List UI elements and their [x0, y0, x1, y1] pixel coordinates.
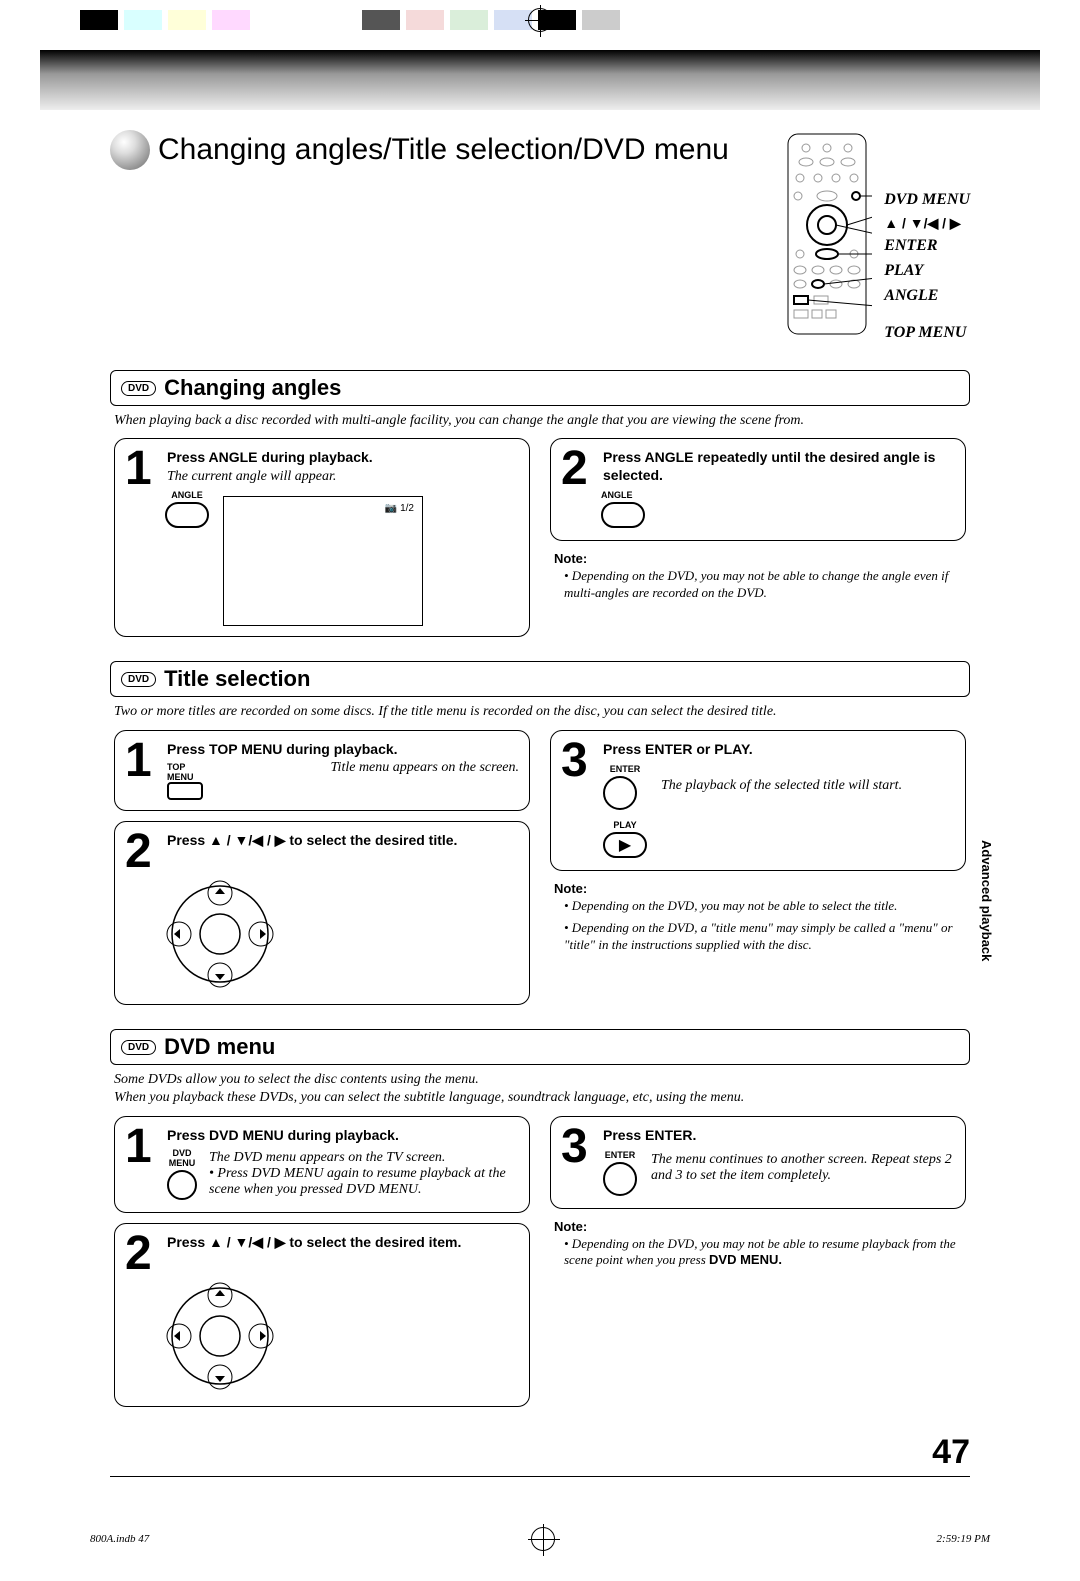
note-body: • Depending on the DVD, a "title menu" m… [564, 920, 962, 953]
section-changing-angles-head: DVD Changing angles [110, 370, 970, 406]
enter-button-label: ENTER [603, 764, 647, 774]
topmenu-button-icon [167, 782, 203, 800]
footer-left: 800A.indb 47 [90, 1533, 149, 1545]
note-body: • Depending on the DVD, you may not be a… [564, 568, 962, 601]
angle-button-icon [601, 502, 645, 528]
footer-marks: 800A.indb 47 2:59:19 PM [0, 1507, 1080, 1581]
sphere-icon [110, 130, 150, 170]
step-sub-line: • Press [209, 1166, 252, 1181]
step-3-box: 3 Press ENTER. ENTER The menu continues … [550, 1116, 966, 1210]
footer-right: 2:59:19 PM [937, 1533, 990, 1545]
remote-label-dvdmenu: DVD MENU [884, 188, 970, 213]
step-title: Press TOP MENU during playback. [167, 741, 519, 759]
inline-bold: DVD MENU. [346, 1182, 421, 1197]
print-registration-top [0, 0, 1080, 50]
step-title: Press ▲ / ▼/◀ / ▶ to select the desired … [167, 1234, 519, 1252]
play-button-label: PLAY [603, 820, 647, 830]
step-title: Press ANGLE repeatedly until the desired… [603, 449, 955, 484]
section-title-selection-head: DVD Title selection [110, 661, 970, 697]
note-body: • Depending on the DVD, you may not be a… [564, 1236, 962, 1269]
step-number: 2 [561, 447, 595, 490]
angle-button-label: ANGLE [165, 490, 209, 500]
section-dvd-menu-head: DVD DVD menu [110, 1029, 970, 1065]
header-gradient [40, 50, 1040, 110]
step-title: Press ANGLE during playback. [167, 449, 519, 467]
remote-label-angle: ANGLE [884, 284, 970, 309]
step-number: 1 [125, 1125, 159, 1168]
step-title: Press ▲ / ▼/◀ / ▶ to select the desired … [167, 832, 519, 850]
section-intro: Two or more titles are recorded on some … [114, 703, 966, 721]
step-number: 2 [125, 1232, 159, 1275]
dvdmenu-button-icon [167, 1170, 197, 1200]
angle-button-icon [165, 502, 209, 528]
dvd-badge: DVD [121, 672, 156, 687]
intro-line: When you playback these DVDs, you can se… [114, 1090, 744, 1105]
crop-mark-icon [531, 1527, 555, 1551]
enter-button-label: ENTER [603, 1150, 637, 1160]
section-intro: When playing back a disc recorded with m… [114, 412, 966, 430]
dvd-badge: DVD [121, 1040, 156, 1055]
section-title: Changing angles [164, 375, 341, 401]
step-2-box: 2 Press ANGLE repeatedly until the desir… [550, 438, 966, 541]
topmenu-button-label: TOP MENU [167, 762, 211, 782]
page-title: Changing angles/Title selection/DVD menu [158, 133, 729, 167]
remote-label-play: PLAY [884, 259, 970, 284]
step-sub: The playback of the selected title will … [661, 766, 902, 860]
step-number: 3 [561, 1125, 595, 1168]
step-2-box: 2 Press ▲ / ▼/◀ / ▶ to select the desire… [114, 821, 530, 1005]
section-title: Title selection [164, 666, 310, 692]
step-sub-line: The DVD menu appears on the TV screen. [209, 1150, 445, 1165]
angle-indicator: 📷 1/2 [385, 503, 414, 514]
remote-diagram: DVD MENU ▲ / ▼/◀ / ▶ ENTER PLAY ANGLE TO… [784, 130, 970, 346]
nav-pad-icon [165, 1281, 275, 1391]
step-3-box: 3 Press ENTER or PLAY. ENTER PLAY ▶ Th [550, 730, 966, 872]
page-number: 47 [110, 1433, 970, 1477]
step-number: 3 [561, 739, 595, 782]
note-heading: Note: [554, 1219, 962, 1234]
step-title: Press ENTER or PLAY. [603, 741, 955, 759]
intro-line: Some DVDs allow you to select the disc c… [114, 1072, 479, 1087]
play-button-icon: ▶ [603, 832, 647, 858]
note-heading: Note: [554, 551, 962, 566]
inline-bold: DVD MENU [252, 1166, 324, 1181]
angle-button-label: ANGLE [601, 490, 955, 500]
remote-label-topmenu: TOP MENU [884, 321, 970, 346]
crop-mark-icon [528, 8, 552, 32]
step-number: 2 [125, 830, 159, 873]
section-intro: Some DVDs allow you to select the disc c… [114, 1071, 966, 1107]
remote-label-arrows: ▲ / ▼/◀ / ▶ [884, 213, 970, 235]
step-sub: The DVD menu appears on the TV screen. •… [209, 1150, 519, 1202]
inline-bold: DVD MENU. [709, 1252, 782, 1267]
step-title: Press ENTER. [603, 1127, 955, 1145]
step-1-box: 1 Press TOP MENU during playback. Title … [114, 730, 530, 812]
enter-button-icon [603, 776, 637, 810]
step-1-box: 1 Press DVD MENU during playback. DVD ME… [114, 1116, 530, 1214]
dvdmenu-button-label: DVD MENU [167, 1148, 197, 1168]
section-title: DVD menu [164, 1034, 275, 1060]
step-2-box: 2 Press ▲ / ▼/◀ / ▶ to select the desire… [114, 1223, 530, 1407]
step-1-box: 1 Press ANGLE during playback. The curre… [114, 438, 530, 637]
screen-preview: 📷 1/2 [223, 496, 423, 626]
step-number: 1 [125, 447, 159, 490]
side-tab: Advanced playback [972, 830, 1000, 1000]
dvd-badge: DVD [121, 381, 156, 396]
enter-button-icon [603, 1162, 637, 1196]
step-sub: The current angle will appear. [167, 469, 519, 485]
side-tab-label: Advanced playback [979, 840, 994, 961]
step-sub: The menu continues to another screen. Re… [651, 1152, 955, 1198]
note-body: • Depending on the DVD, you may not be a… [564, 898, 962, 914]
note-heading: Note: [554, 881, 962, 896]
remote-icon [784, 130, 872, 340]
nav-pad-icon [165, 879, 275, 989]
step-number: 1 [125, 739, 159, 782]
remote-label-enter: ENTER [884, 234, 970, 259]
step-title: Press DVD MENU during playback. [167, 1127, 519, 1145]
